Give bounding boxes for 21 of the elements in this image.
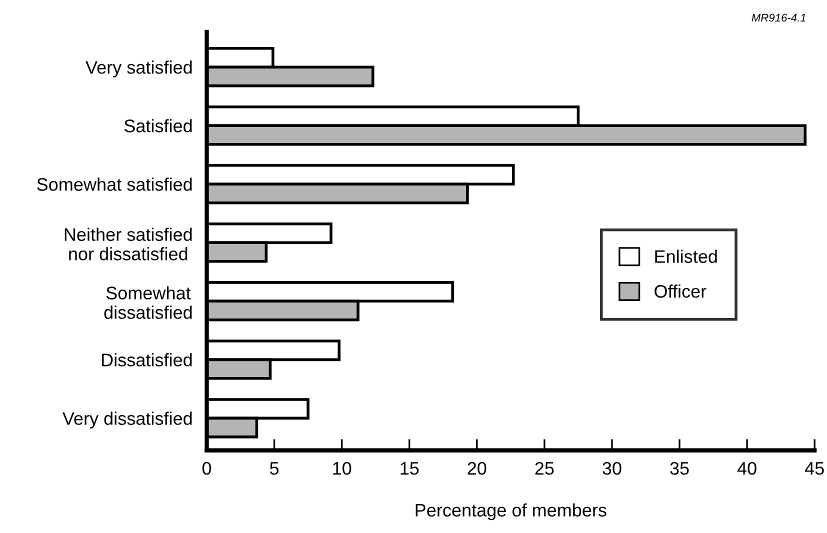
x-tick-label: 25 <box>535 462 554 475</box>
y-tick-label: Somewhat dissatisfied <box>104 286 192 319</box>
x-tick-label: 5 <box>270 462 279 475</box>
y-tick-label: Very dissatisfied <box>62 412 192 428</box>
x-tick-label: 40 <box>737 462 756 475</box>
x-tick-label: 15 <box>400 462 419 475</box>
x-tick-label: 30 <box>602 462 622 475</box>
y-tick-label: Dissatisfied <box>102 353 192 366</box>
y-tick-label: Very satisfied <box>86 60 192 78</box>
legend-label: Enlisted <box>655 250 717 263</box>
legend-label: Officer <box>654 284 706 298</box>
x-axis-title: Percentage of members <box>416 503 606 520</box>
x-tick-label: 0 <box>202 462 212 475</box>
y-tick-label: Somewhat satisfied <box>37 178 192 191</box>
x-tick-label: 20 <box>468 462 486 475</box>
x-tick-label: 10 <box>333 462 352 475</box>
y-tick-label: Neither satisfied nor dissatisfied <box>64 228 192 260</box>
text: MR916-4.1 <box>752 14 806 22</box>
x-tick-label: 45 <box>804 462 824 475</box>
y-tick-label: Satisfied <box>124 119 192 132</box>
x-tick-label: 35 <box>670 462 689 475</box>
